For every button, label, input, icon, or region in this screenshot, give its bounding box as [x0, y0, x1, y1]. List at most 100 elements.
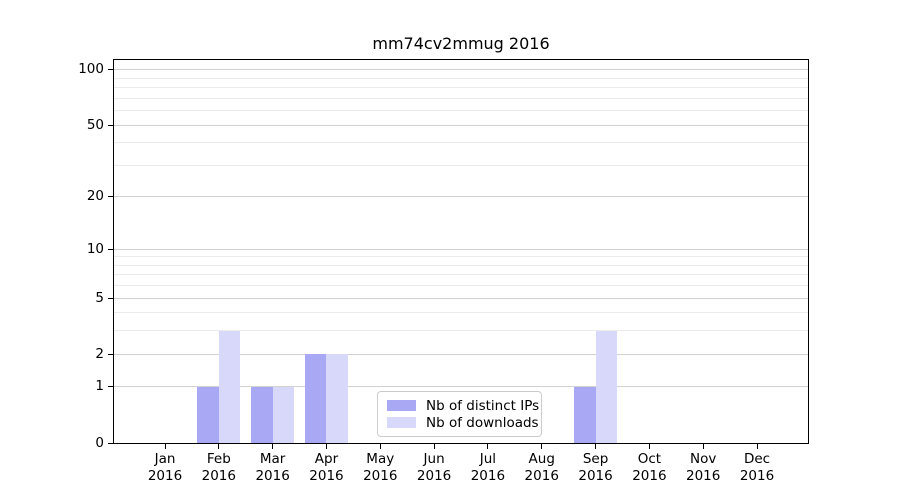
y-tick-mark [108, 386, 113, 388]
major-gridline [114, 196, 808, 198]
minor-gridline [114, 330, 808, 332]
legend-label: Nb of downloads [426, 414, 539, 431]
plot-area [113, 59, 809, 444]
x-tick-label: Aug 2016 [507, 451, 577, 485]
x-tick-label: Dec 2016 [722, 451, 792, 485]
y-tick-label: 1 [95, 378, 104, 395]
x-tick-month: Jun [423, 451, 445, 467]
major-gridline [114, 248, 808, 250]
minor-gridline [114, 274, 808, 276]
x-tick-label: Feb 2016 [184, 451, 254, 485]
x-tick-label: Jul 2016 [453, 451, 523, 485]
x-tick-year: 2016 [309, 468, 344, 484]
x-tick-label: Apr 2016 [291, 451, 361, 485]
y-tick-label: 10 [86, 240, 104, 257]
minor-gridline [114, 264, 808, 266]
x-tick-year: 2016 [201, 468, 236, 484]
minor-gridline [114, 77, 808, 79]
y-tick-mark [108, 124, 113, 126]
x-tick-month: Apr [314, 451, 339, 467]
x-tick-month: Nov [690, 451, 717, 467]
x-tick-year: 2016 [578, 468, 613, 484]
major-gridline [114, 386, 808, 388]
x-tick-mark [433, 444, 435, 449]
x-tick-month: Oct [637, 451, 662, 467]
y-tick-label: 50 [86, 116, 104, 133]
y-tick-mark [108, 196, 113, 198]
x-tick-year: 2016 [363, 468, 398, 484]
major-gridline [114, 353, 808, 355]
x-tick-label: Jan 2016 [130, 451, 200, 485]
x-tick-year: 2016 [739, 468, 775, 484]
y-tick-mark [108, 248, 113, 250]
x-tick-mark [541, 444, 543, 449]
minor-gridline [114, 110, 808, 112]
legend-label: Nb of distinct IPs [426, 397, 540, 414]
bar [251, 386, 273, 443]
major-gridline [114, 297, 808, 299]
x-tick-year: 2016 [255, 468, 290, 484]
chart-title: mm74cv2mmug 2016 [372, 34, 550, 53]
x-tick-mark [595, 444, 597, 449]
legend-swatch-distinct-ips [387, 400, 416, 411]
x-tick-month: Sep [582, 451, 609, 467]
x-tick-label: Sep 2016 [561, 451, 631, 485]
x-tick-month: Jul [479, 451, 497, 467]
x-tick-mark [164, 444, 166, 449]
major-gridline [114, 124, 808, 126]
minor-gridline [114, 312, 808, 314]
major-gridline [114, 69, 808, 71]
minor-gridline [114, 256, 808, 258]
legend-item: Nb of downloads [387, 414, 539, 431]
x-tick-mark [487, 444, 489, 449]
y-tick-mark [108, 69, 113, 71]
bar [197, 386, 219, 443]
x-tick-mark [379, 444, 381, 449]
y-tick-label: 5 [95, 289, 104, 306]
x-tick-label: Nov 2016 [668, 451, 738, 485]
bar [304, 354, 327, 443]
x-tick-year: 2016 [524, 468, 559, 484]
x-tick-month: Aug [528, 451, 555, 467]
legend-item: Nb of distinct IPs [387, 397, 539, 414]
bar [574, 386, 596, 443]
bar [272, 386, 295, 443]
y-tick-label: 100 [78, 61, 104, 78]
x-tick-label: Oct 2016 [614, 451, 684, 485]
y-tick-mark [108, 297, 113, 299]
legend-swatch-downloads [387, 417, 416, 428]
x-tick-mark [272, 444, 274, 449]
x-tick-label: Mar 2016 [238, 451, 308, 485]
x-tick-year: 2016 [686, 468, 721, 484]
y-tick-label: 2 [95, 345, 104, 362]
x-tick-month: Dec [743, 451, 771, 467]
x-tick-month: May [366, 451, 395, 467]
x-tick-mark [702, 444, 704, 449]
y-tick-label: 0 [95, 434, 104, 451]
x-tick-month: Feb [206, 451, 231, 467]
x-tick-month: Mar [259, 451, 286, 467]
minor-gridline [114, 87, 808, 89]
bar [595, 330, 618, 443]
y-tick-mark [108, 442, 113, 444]
y-tick-label: 20 [86, 188, 104, 205]
bar [218, 330, 241, 443]
x-tick-mark [325, 444, 327, 449]
x-tick-year: 2016 [147, 468, 183, 484]
bar [326, 354, 348, 443]
x-tick-mark [648, 444, 650, 449]
y-tick-mark [108, 353, 113, 355]
x-tick-mark [756, 444, 758, 449]
minor-gridline [114, 97, 808, 99]
legend: Nb of distinct IPs Nb of downloads [377, 391, 542, 437]
minor-gridline [114, 142, 808, 144]
minor-gridline [114, 164, 808, 166]
minor-gridline [114, 285, 808, 287]
x-tick-year: 2016 [470, 468, 506, 484]
x-tick-year: 2016 [632, 468, 667, 484]
x-tick-label: Jun 2016 [399, 451, 469, 485]
x-tick-year: 2016 [416, 468, 452, 484]
x-tick-label: May 2016 [345, 451, 415, 485]
x-tick-mark [218, 444, 220, 449]
